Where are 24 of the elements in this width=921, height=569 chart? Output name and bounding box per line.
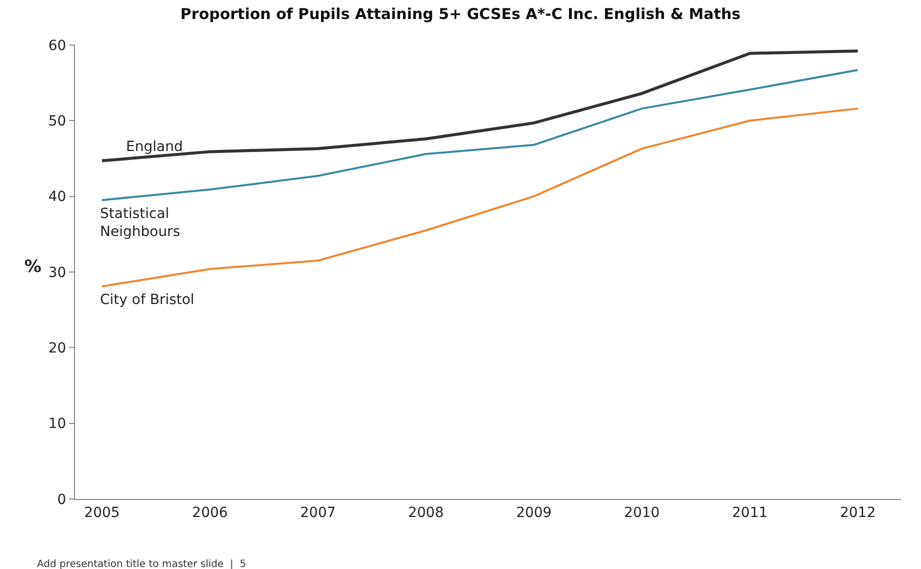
x-tick-label: 2006: [192, 504, 228, 521]
series-label: England: [126, 139, 183, 155]
y-tick-label: 50: [48, 114, 66, 130]
series-label: Statistical Neighbours: [100, 206, 180, 240]
x-tick-label: 2010: [624, 504, 660, 521]
y-tick-label: 60: [48, 38, 66, 54]
y-tick-label: 40: [48, 189, 66, 206]
y-tick-label: 30: [48, 264, 66, 281]
x-tick-label: 2009: [516, 504, 552, 521]
text: Add presentation title to master slide | 5: [37, 559, 246, 569]
series-label: City of Bristol: [100, 292, 194, 308]
x-tick-label: 2012: [840, 504, 876, 521]
x-tick-label: 2007: [300, 504, 336, 521]
chart-title: Proportion of Pupils Attaining 5+ GCSEs A*-C Inc. English & Maths: [180, 5, 741, 24]
y-tick-label: 10: [48, 416, 66, 432]
line-series: [100, 50, 860, 162]
x-tick-label: 2011: [732, 504, 768, 521]
line-series: [100, 68, 859, 202]
x-tick-label: 2005: [84, 504, 120, 521]
y-tick-label: 20: [48, 340, 66, 357]
x-tick-label: 2008: [408, 504, 444, 521]
y-axis-title: %: [24, 257, 42, 277]
y-tick-label: 0: [57, 492, 66, 508]
line-series: [100, 108, 859, 288]
